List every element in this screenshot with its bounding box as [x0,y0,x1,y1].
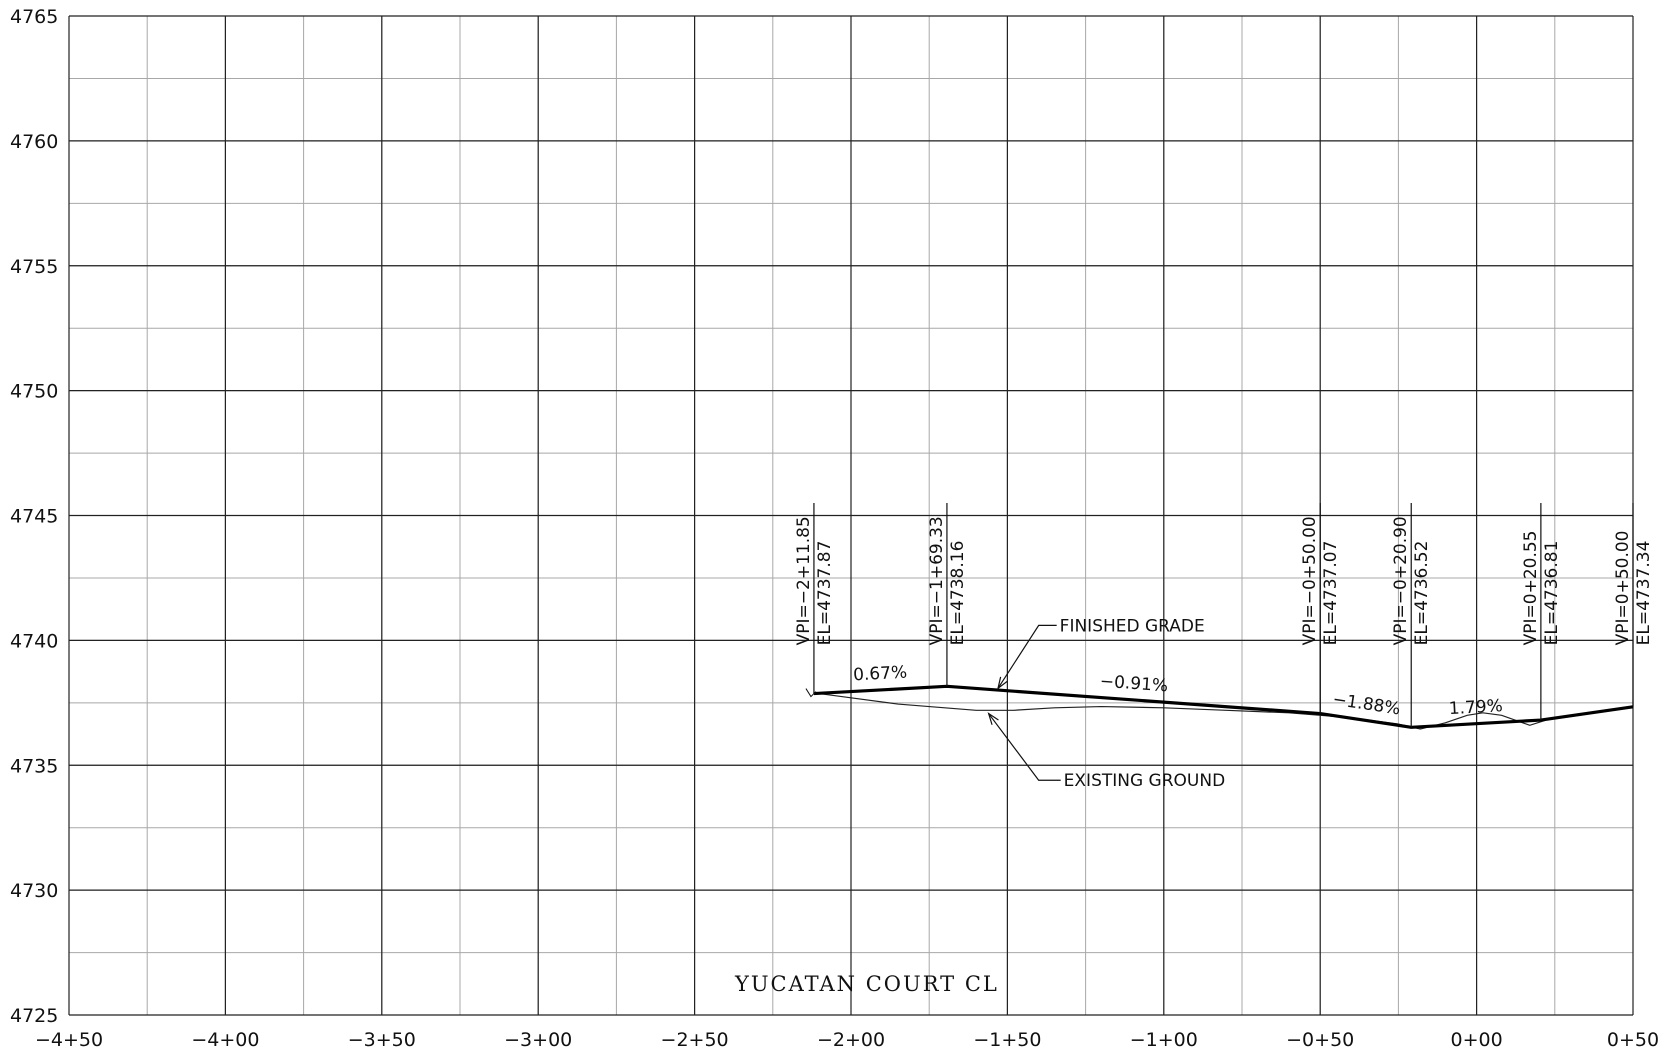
elevation-tick-label: 4750 [10,381,58,403]
vpi-station-label: VPI=0+20.55 [1521,531,1541,646]
station-tick-label: −4+50 [35,1029,103,1051]
existing-ground-callout: EXISTING GROUND [1064,771,1226,791]
grade-percent-label: 1.79% [1448,696,1503,719]
elevation-tick-label: 4745 [10,506,58,528]
existing-ground-line [813,692,1546,730]
elevation-tick-label: 4760 [10,131,58,153]
existing-ground-arrowhead [987,712,999,725]
vpi-elevation-label: EL=4736.52 [1412,541,1432,646]
vpi-elevation-label: EL=4736.81 [1542,541,1562,646]
vpi-elevation-label: EL=4737.34 [1634,541,1654,646]
existing-ground-layer [813,692,1546,730]
elevation-tick-label: 4755 [10,256,58,278]
vpi-labels-layer: VPI=−2+11.85 EL=4737.87 VPI=−1+69.33 EL=473… [794,503,1654,728]
finished-grade-arrowhead [997,676,1008,690]
elevation-tick-label: 4730 [10,880,58,902]
elevation-tick-label: 4765 [10,6,58,28]
grade-start-mark [805,688,817,698]
callouts-layer: FINISHED GRADE EXISTING GROUND [987,616,1226,791]
station-axis-labels: −4+50 −4+00 −3+50 −3+00 −2+50 −2+00 −1+50 −1+00… [35,1029,1659,1051]
station-tick-label: −0+50 [1286,1029,1354,1051]
station-tick-label: 0+50 [1607,1029,1659,1051]
elevation-tick-label: 4740 [10,630,58,652]
elevation-axis-labels: 4725 4730 4735 4740 4745 4750 4755 4760 4765 [10,6,58,1027]
station-tick-label: 0+00 [1451,1029,1503,1051]
finished-grade-line [813,684,1634,729]
grade-labels-layer: 0.67% −0.91% −1.88% 1.79% [853,663,1504,720]
finished-grade-leader [997,624,1057,689]
existing-ground-leader [988,713,1061,781]
station-tick-label: −1+50 [973,1029,1041,1051]
vpi-station-label: VPI=−1+69.33 [927,516,947,645]
station-tick-label: −4+00 [191,1029,259,1051]
station-tick-label: −2+50 [661,1029,729,1051]
station-tick-label: −1+00 [1130,1029,1198,1051]
elevation-tick-label: 4725 [10,1005,58,1027]
station-tick-label: −2+00 [817,1029,885,1051]
finished-grade-callout: FINISHED GRADE [1060,616,1205,636]
vpi-station-label: VPI=−0+20.90 [1391,516,1411,645]
vpi-station-label: VPI=−2+11.85 [794,516,814,645]
vpi-station-label: VPI=−0+50.00 [1300,516,1320,645]
grade-percent-label: −1.88% [1331,689,1401,719]
chart-title: YUCATAN COURT CL [734,972,999,996]
vpi-elevation-label: EL=4737.07 [1321,541,1341,646]
finished-grade-layer [813,684,1634,729]
grade-percent-label: −0.91% [1099,671,1169,696]
grade-percent-label: 0.67% [853,663,908,686]
vpi-elevation-label: EL=4737.87 [815,541,835,646]
station-tick-label: −3+50 [348,1029,416,1051]
major-grid [68,15,1634,1016]
vpi-elevation-label: EL=4738.16 [948,541,968,646]
vpi-station-label: VPI=0+50.00 [1613,531,1633,646]
station-tick-label: −3+00 [504,1029,572,1051]
elevation-tick-label: 4735 [10,755,58,777]
